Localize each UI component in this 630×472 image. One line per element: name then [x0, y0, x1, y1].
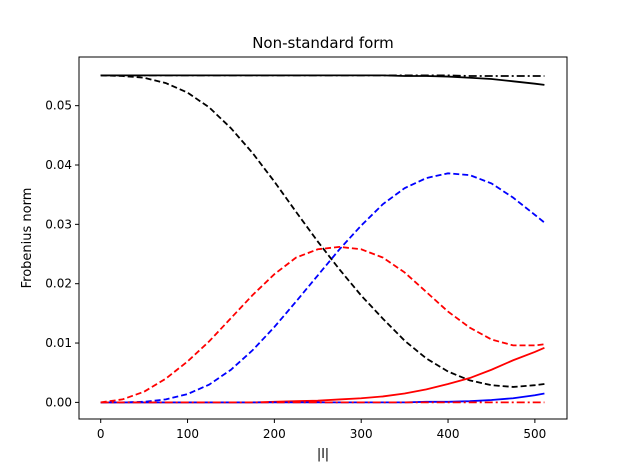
series-line-5: [100, 245, 545, 404]
y-tick-label: 0.00: [45, 395, 72, 409]
y-tick-label: 0.04: [45, 158, 72, 172]
x-tick-label: 100: [176, 427, 199, 441]
plot-lines: [100, 74, 545, 404]
series-line-4: [100, 172, 545, 404]
y-tick-label: 0.03: [45, 217, 72, 231]
y-tick-label: 0.05: [45, 99, 72, 113]
y-tick-label: 0.02: [45, 277, 72, 291]
plot-frame: [78, 56, 568, 420]
x-axis-label: |l|: [317, 447, 329, 462]
series-line-2: [100, 74, 545, 77]
x-tick-label: 400: [437, 427, 460, 441]
chart-title: Non-standard form: [252, 34, 394, 52]
x-axis: 0 100 200 300 400 500: [97, 419, 546, 441]
y-axis: 0.00 0.01 0.02 0.03 0.04 0.05: [45, 99, 79, 409]
x-tick-label: 0: [97, 427, 105, 441]
y-tick-label: 0.01: [45, 336, 72, 350]
series-line-3: [100, 74, 545, 388]
x-tick-label: 300: [350, 427, 373, 441]
x-tick-label: 500: [523, 427, 546, 441]
y-axis-label: Frobenius norm: [20, 188, 35, 289]
x-tick-label: 200: [263, 427, 286, 441]
